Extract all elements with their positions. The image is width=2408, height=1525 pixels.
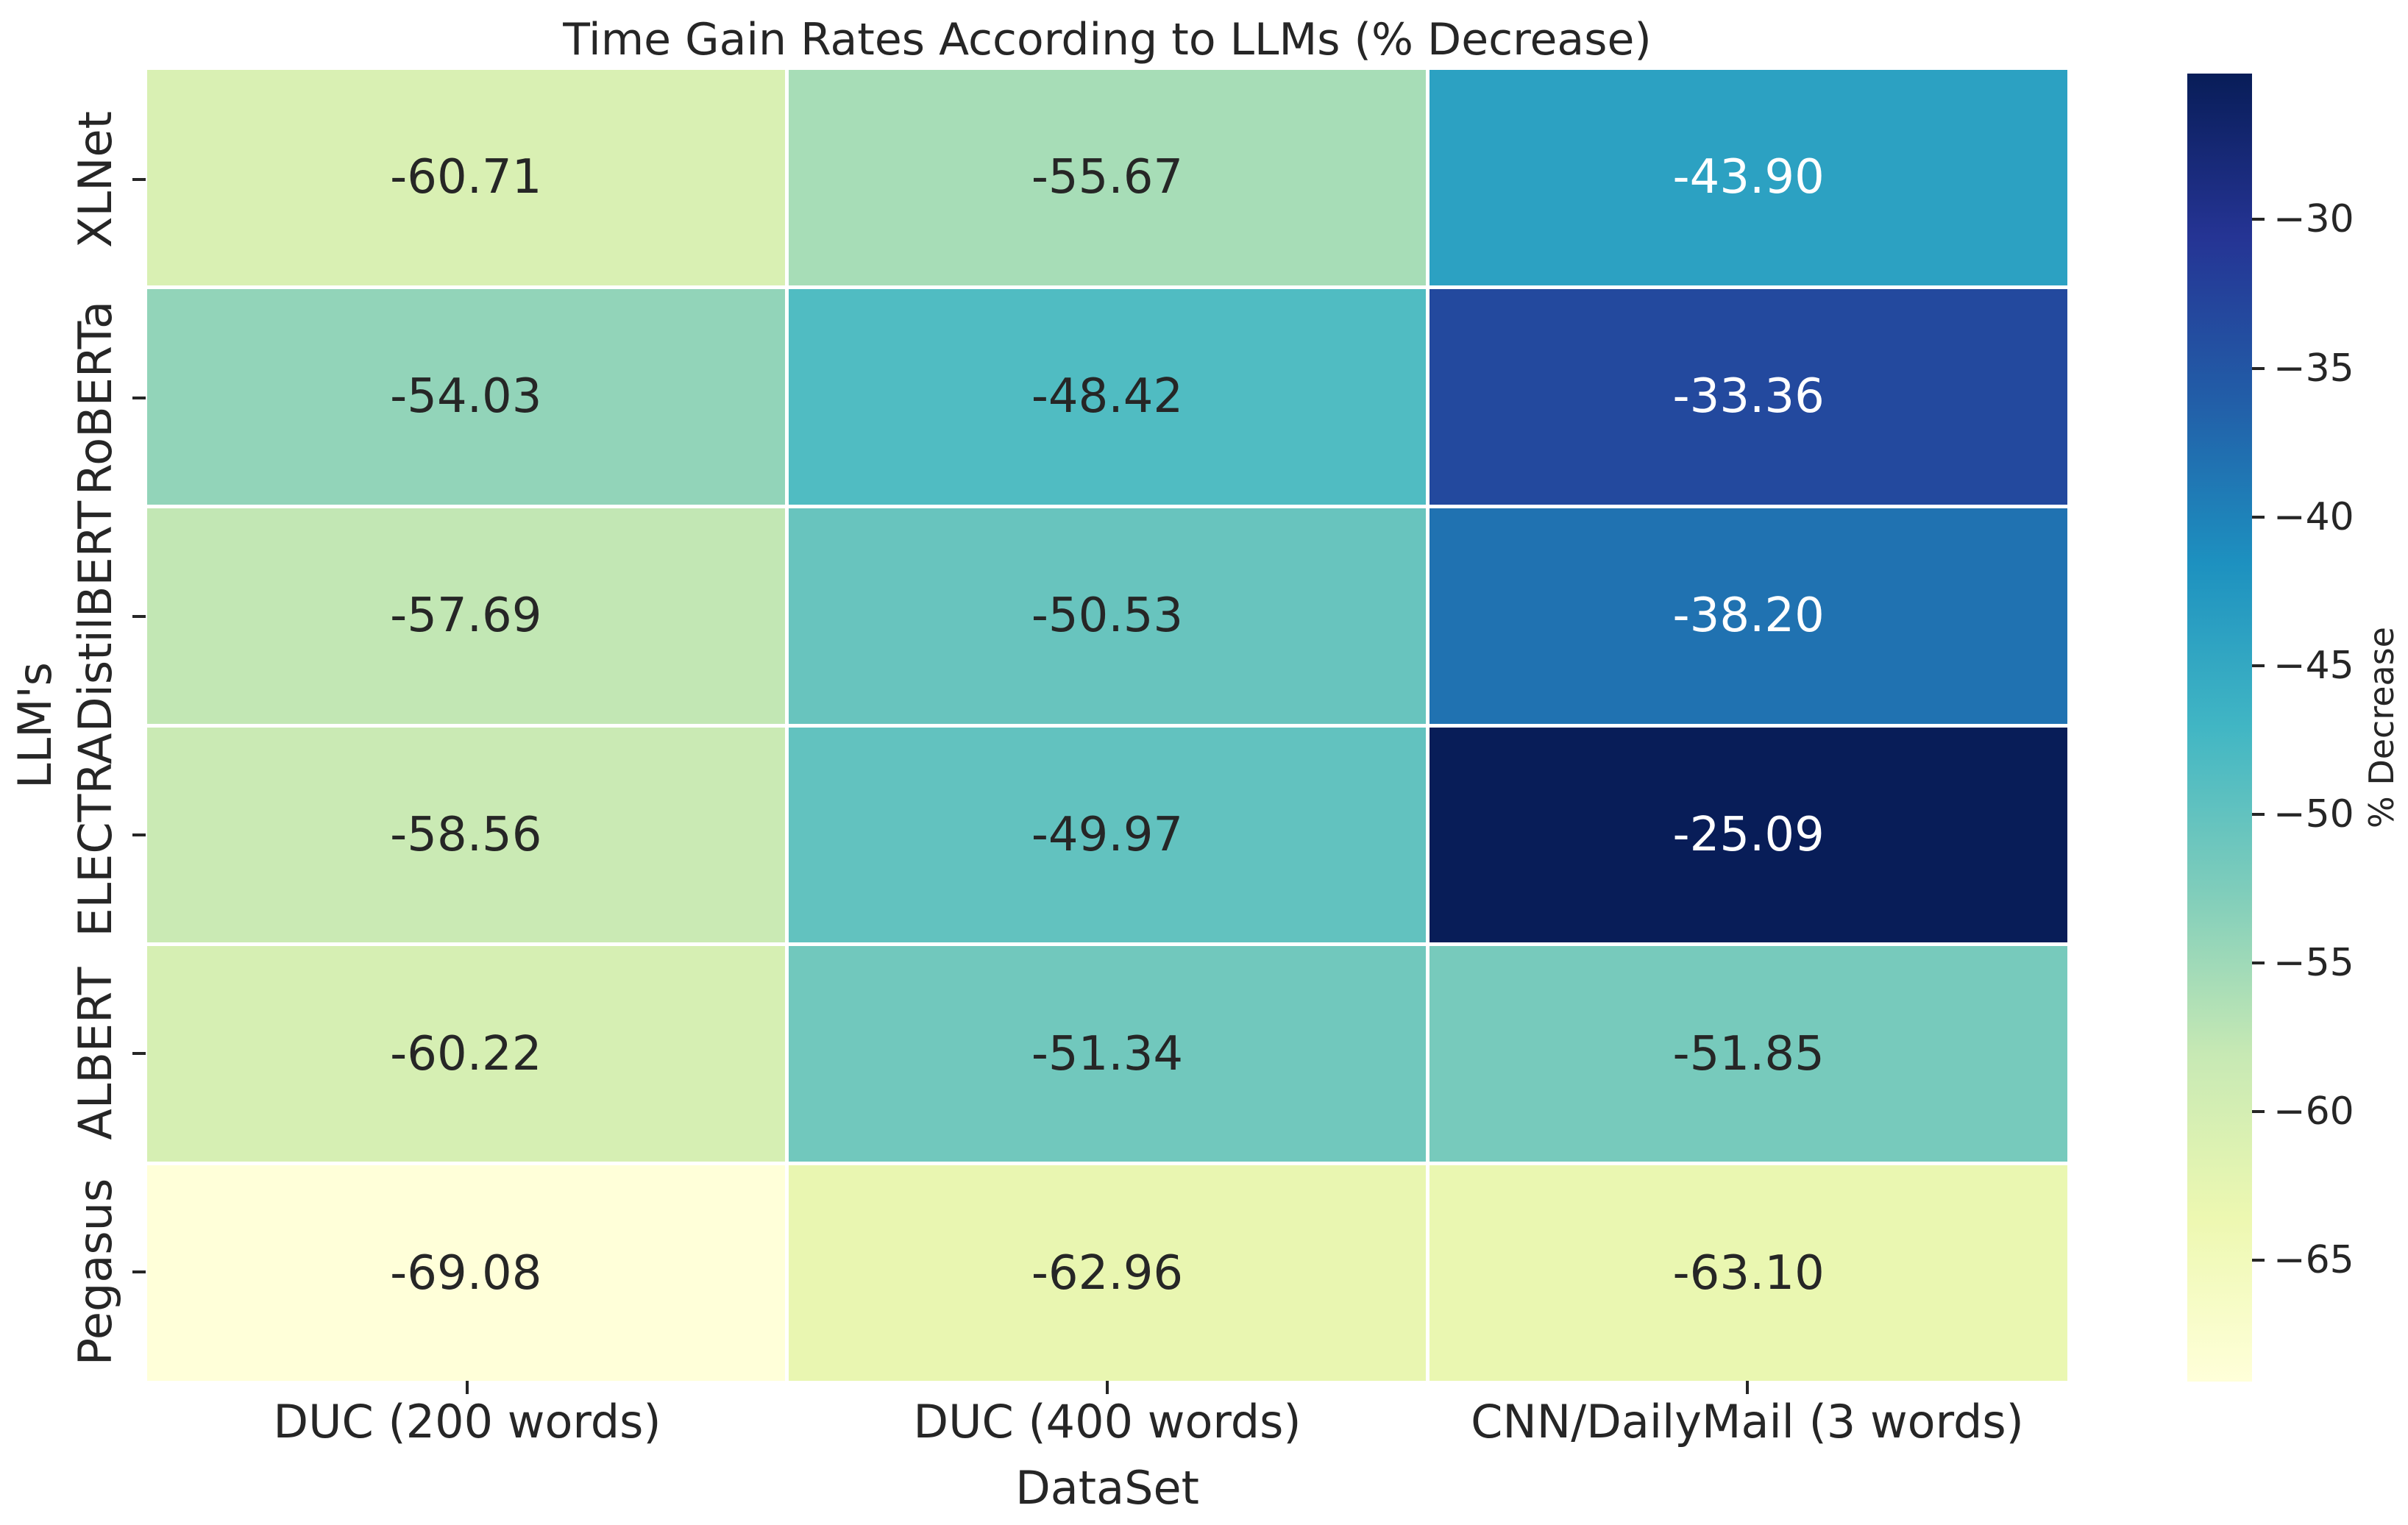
heatmap-cell: -55.67 <box>788 70 1427 285</box>
cell-value: -60.71 <box>390 150 542 205</box>
colorbar-tick-mark <box>2252 1110 2265 1113</box>
cell-value: -38.20 <box>1672 589 1825 644</box>
col-tick-label: DUC (400 words) <box>913 1395 1301 1448</box>
colorbar-tick-label: −30 <box>2273 197 2354 242</box>
heatmap-cell: -48.42 <box>788 288 1427 505</box>
heatmap-cell: -60.71 <box>147 70 785 285</box>
heatmap-cell: -38.20 <box>1429 508 2067 724</box>
col-tick-label: DUC (200 words) <box>273 1395 661 1448</box>
colorbar-tick-label: −45 <box>2273 643 2354 688</box>
y-tick-mark <box>132 177 146 181</box>
colorbar-label: % Decrease <box>2362 627 2401 829</box>
cell-value: -69.08 <box>390 1245 542 1301</box>
heatmap-cell: -54.03 <box>147 288 785 505</box>
y-tick-mark <box>132 833 146 836</box>
cell-value: -62.96 <box>1031 1245 1184 1301</box>
colorbar-tick-mark <box>2252 366 2265 370</box>
col-tick-label: CNN/DailyMail (3 words) <box>1471 1395 2024 1448</box>
cell-value: -60.22 <box>390 1026 542 1081</box>
heatmap-grid: -60.71 -55.67 -43.90 -54.03 -48.42 -33.36 -57.… <box>147 70 2067 1381</box>
cell-value: -49.97 <box>1031 807 1184 862</box>
colorbar-tick-label: −35 <box>2273 346 2354 391</box>
colorbar-tick-mark <box>2252 961 2265 964</box>
heatmap-cell: -50.53 <box>788 508 1427 724</box>
x-axis-label: DataSet <box>1015 1461 1199 1515</box>
colorbar-tick-mark <box>2252 218 2265 221</box>
cell-value: -48.42 <box>1031 369 1184 424</box>
colorbar-tick-label: −50 <box>2273 792 2354 836</box>
heatmap-cell: -25.09 <box>1429 727 2067 943</box>
x-tick-mark <box>1106 1381 1109 1394</box>
heatmap-cell: -51.85 <box>1429 946 2067 1162</box>
heatmap-cell: -62.96 <box>788 1165 1427 1381</box>
cell-value: -43.90 <box>1672 150 1825 205</box>
cell-value: -33.36 <box>1672 369 1825 424</box>
cell-value: -51.34 <box>1031 1026 1184 1081</box>
cell-value: -58.56 <box>390 807 542 862</box>
heatmap-cell: -33.36 <box>1429 288 2067 505</box>
row-tick-label: Pegasus <box>68 1178 122 1365</box>
y-axis-label: LLM's <box>8 662 62 789</box>
colorbar-tick-label: −60 <box>2273 1089 2354 1134</box>
colorbar-tick-mark <box>2252 515 2265 519</box>
heatmap-cell: -57.69 <box>147 508 785 724</box>
y-tick-mark <box>132 396 146 399</box>
heatmap-cell: -49.97 <box>788 727 1427 943</box>
colorbar-tick-label: −65 <box>2273 1238 2354 1283</box>
x-tick-mark <box>466 1381 469 1394</box>
colorbar-tick-mark <box>2252 1259 2265 1262</box>
colorbar-tick-mark <box>2252 664 2265 667</box>
cell-value: -51.85 <box>1672 1026 1825 1081</box>
heatmap-cell: -51.34 <box>788 946 1427 1162</box>
heatmap-cell: -58.56 <box>147 727 785 943</box>
x-tick-mark <box>1746 1381 1749 1394</box>
heatmap-cell: -60.22 <box>147 946 785 1162</box>
colorbar-tick-label: −55 <box>2273 940 2354 985</box>
y-tick-mark <box>132 614 146 618</box>
cell-value: -50.53 <box>1031 589 1184 644</box>
cell-value: -55.67 <box>1031 150 1184 205</box>
colorbar-gradient <box>2187 74 2252 1382</box>
heatmap-cell: -43.90 <box>1429 70 2067 285</box>
y-tick-mark <box>132 1270 146 1273</box>
cell-value: -25.09 <box>1672 807 1825 862</box>
heatmap-cell: -63.10 <box>1429 1165 2067 1381</box>
chart-title: Time Gain Rates According to LLMs (% Dec… <box>563 14 1652 65</box>
cell-value: -57.69 <box>390 589 542 644</box>
colorbar-tick-mark <box>2252 812 2265 816</box>
cell-value: -63.10 <box>1672 1245 1825 1301</box>
colorbar-tick-label: −40 <box>2273 494 2354 539</box>
heatmap-cell: -69.08 <box>147 1165 785 1381</box>
cell-value: -54.03 <box>390 369 542 424</box>
y-tick-mark <box>132 1051 146 1055</box>
